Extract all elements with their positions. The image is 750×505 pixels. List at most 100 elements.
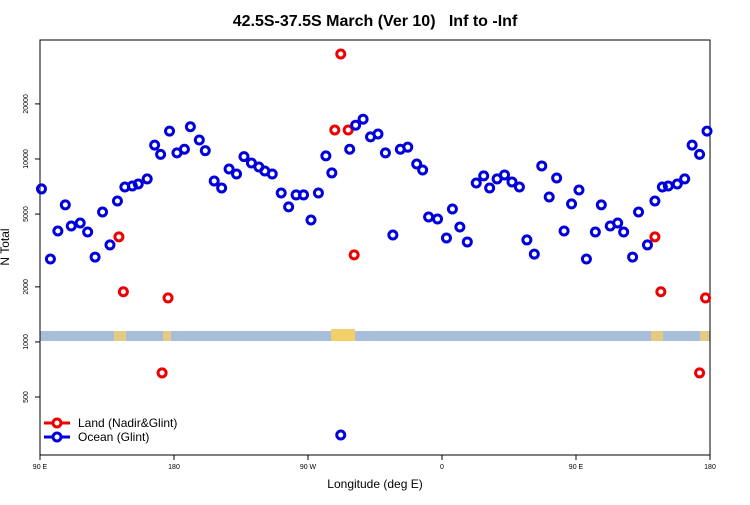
point bbox=[164, 125, 176, 137]
point bbox=[446, 203, 458, 215]
point bbox=[52, 225, 64, 237]
point bbox=[141, 173, 153, 185]
point bbox=[641, 239, 653, 251]
x-tick-label: 90 W bbox=[300, 464, 317, 471]
mask-band bbox=[40, 329, 710, 341]
point bbox=[178, 143, 190, 155]
point bbox=[432, 213, 444, 225]
point bbox=[700, 292, 712, 304]
point bbox=[417, 164, 429, 176]
point bbox=[701, 125, 713, 137]
point bbox=[342, 124, 354, 136]
band-spot bbox=[651, 331, 663, 341]
point bbox=[372, 128, 384, 140]
legend-label: Land (Nadir&Glint) bbox=[78, 416, 177, 430]
point bbox=[580, 253, 592, 265]
y-tick-label: 1000 bbox=[23, 334, 30, 350]
band bbox=[40, 331, 710, 341]
point bbox=[595, 199, 607, 211]
point bbox=[155, 148, 167, 160]
point bbox=[35, 183, 47, 195]
point bbox=[231, 168, 243, 180]
point bbox=[275, 187, 287, 199]
x-tick-label: 90 E bbox=[33, 464, 48, 471]
point bbox=[149, 139, 161, 151]
point bbox=[74, 217, 86, 229]
point bbox=[97, 206, 109, 218]
y-tick-label: 5000 bbox=[23, 206, 30, 222]
point bbox=[589, 226, 601, 238]
y-tick-label: 10000 bbox=[23, 149, 30, 169]
point bbox=[298, 189, 310, 201]
y-tick-label: 20000 bbox=[23, 94, 30, 114]
point bbox=[573, 184, 585, 196]
point bbox=[506, 176, 518, 188]
point bbox=[184, 121, 196, 133]
point bbox=[662, 180, 674, 192]
point bbox=[357, 113, 369, 125]
point bbox=[411, 158, 423, 170]
point bbox=[199, 145, 211, 157]
point bbox=[694, 148, 706, 160]
x-tick-label: 0 bbox=[440, 464, 444, 471]
point bbox=[350, 119, 362, 131]
point bbox=[132, 178, 144, 190]
point bbox=[528, 248, 540, 260]
point bbox=[82, 226, 94, 238]
point bbox=[104, 239, 116, 251]
point bbox=[461, 236, 473, 248]
y-tick-label: 2000 bbox=[23, 279, 30, 295]
x-tick-label: 180 bbox=[704, 464, 716, 471]
point bbox=[454, 221, 466, 233]
point bbox=[694, 367, 706, 379]
plot-frame bbox=[39, 39, 711, 456]
x-tick-label: 90 E bbox=[569, 464, 584, 471]
point bbox=[618, 226, 630, 238]
point bbox=[655, 286, 667, 298]
y-tick-label: 500 bbox=[23, 391, 30, 403]
legend-label: Ocean (Glint) bbox=[78, 430, 149, 444]
point bbox=[156, 367, 168, 379]
point bbox=[335, 429, 347, 441]
point bbox=[499, 169, 511, 181]
point bbox=[423, 211, 435, 223]
point bbox=[656, 181, 668, 193]
chart-title: 42.5S-37.5S March (Ver 10) Inf to -Inf bbox=[233, 13, 518, 30]
point bbox=[223, 163, 235, 175]
point bbox=[117, 286, 129, 298]
point bbox=[266, 168, 278, 180]
point bbox=[513, 181, 525, 193]
point bbox=[44, 253, 56, 265]
band-spot bbox=[163, 331, 171, 341]
point bbox=[478, 170, 490, 182]
point bbox=[671, 178, 683, 190]
point bbox=[484, 182, 496, 194]
point bbox=[283, 201, 295, 213]
point bbox=[521, 234, 533, 246]
band-spot bbox=[331, 329, 355, 341]
point bbox=[312, 187, 324, 199]
point bbox=[536, 160, 548, 172]
point bbox=[193, 134, 205, 146]
point bbox=[89, 251, 101, 263]
point bbox=[216, 182, 228, 194]
point bbox=[649, 231, 661, 243]
point bbox=[649, 195, 661, 207]
band-spot bbox=[114, 331, 126, 341]
x-tick-label: 180 bbox=[168, 464, 180, 471]
point bbox=[348, 249, 360, 261]
point bbox=[329, 124, 341, 136]
point bbox=[111, 195, 123, 207]
point bbox=[686, 139, 698, 151]
point bbox=[208, 175, 220, 187]
point bbox=[379, 147, 391, 159]
point bbox=[633, 206, 645, 218]
point bbox=[566, 198, 578, 210]
point bbox=[679, 173, 691, 185]
point bbox=[305, 214, 317, 226]
x-axis-label: Longitude (deg E) bbox=[327, 477, 422, 491]
point bbox=[558, 225, 570, 237]
point bbox=[627, 251, 639, 263]
